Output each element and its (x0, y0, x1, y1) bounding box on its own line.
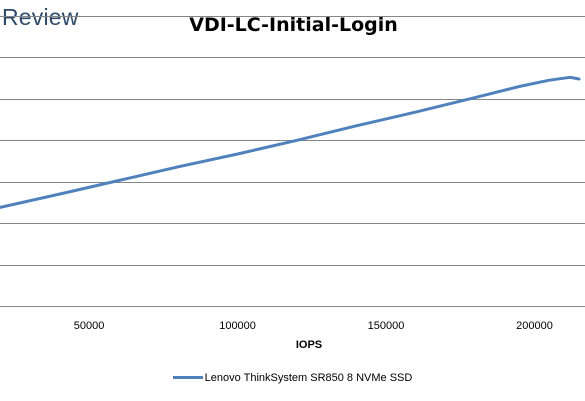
x-tick-label: 150000 (368, 320, 405, 332)
x-tick-label: 200000 (516, 320, 553, 332)
x-tick-label: 100000 (219, 320, 256, 332)
legend: Lenovo ThinkSystem SR850 8 NVMe SSD (0, 372, 585, 384)
legend-swatch (172, 375, 203, 379)
series-line (0, 75, 581, 209)
x-tick-label: 50000 (74, 320, 105, 332)
x-axis-ticks: 50000 100000 150000 200000 (74, 320, 553, 332)
legend-series-label: Lenovo ThinkSystem SR850 8 NVMe SSD (204, 372, 413, 384)
series-layer (0, 75, 581, 209)
x-axis-title: IOPS (296, 339, 322, 351)
chart-title: VDI-LC-Initial-Login (189, 14, 398, 36)
gridlines (0, 16, 585, 307)
